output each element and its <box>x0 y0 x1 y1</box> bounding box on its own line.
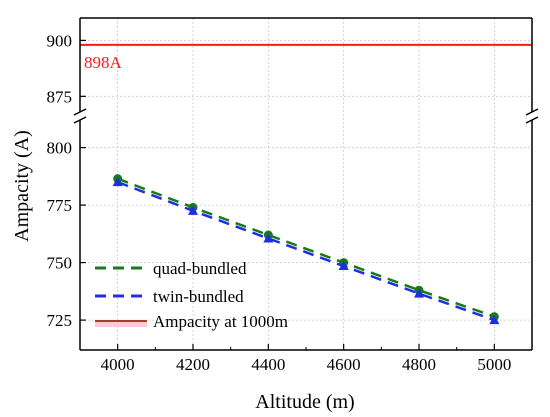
grid <box>80 18 532 350</box>
x-tick-label-5000: 5000 <box>477 355 511 374</box>
y-tick-label-750: 750 <box>47 254 73 273</box>
series-line-twin-bundled <box>117 180 495 322</box>
y-tick-label-725: 725 <box>47 311 73 330</box>
axes: 4000 4200 4400 4600 4800 5000 725 750 775 800 875 9… <box>47 17 539 374</box>
y-tick-label-800: 800 <box>47 139 73 158</box>
x-tick-label-4800: 4800 <box>402 355 436 374</box>
x-tick-label-4400: 4400 <box>251 355 285 374</box>
data-point-twin-bundled-4000 <box>112 176 123 187</box>
y-tick-label-875: 875 <box>47 87 73 106</box>
data-point-twin-bundled-4400 <box>263 232 274 243</box>
reference-line-label: 898A <box>84 53 123 72</box>
data-point-twin-bundled-4800 <box>414 288 424 298</box>
y-tick-label-775: 775 <box>47 196 73 215</box>
series-layer <box>80 43 532 325</box>
axis-break-mark-1-0 <box>525 108 539 116</box>
x-tick-label-4200: 4200 <box>176 355 210 374</box>
axis-break-mark-1-1 <box>525 116 539 124</box>
data-point-twin-bundled-4600 <box>338 260 349 271</box>
legend-swatch-ampacity-at-1000m <box>95 322 147 327</box>
legend: quad-bundled twin-bundled Ampacity at 10… <box>95 259 288 331</box>
y-tick-label-900: 900 <box>47 31 73 50</box>
axis-break-mark-0-1 <box>73 116 87 124</box>
x-tick-label-4000: 4000 <box>101 355 135 374</box>
data-point-twin-bundled-5000 <box>489 314 500 325</box>
y-axis-title: Ampacity (A) <box>11 130 33 242</box>
legend-label-twin-bundled: twin-bundled <box>153 287 244 306</box>
x-tick-label-4600: 4600 <box>327 355 361 374</box>
x-axis-title: Altitude (m) <box>255 391 354 413</box>
legend-label-quad-bundled: quad-bundled <box>153 259 247 278</box>
legend-label-ampacity-at-1000m: Ampacity at 1000m <box>153 312 288 331</box>
series-line-quad-bundled <box>117 177 495 318</box>
axis-break-mark-0-0 <box>73 108 87 116</box>
data-point-twin-bundled-4200 <box>188 205 198 215</box>
